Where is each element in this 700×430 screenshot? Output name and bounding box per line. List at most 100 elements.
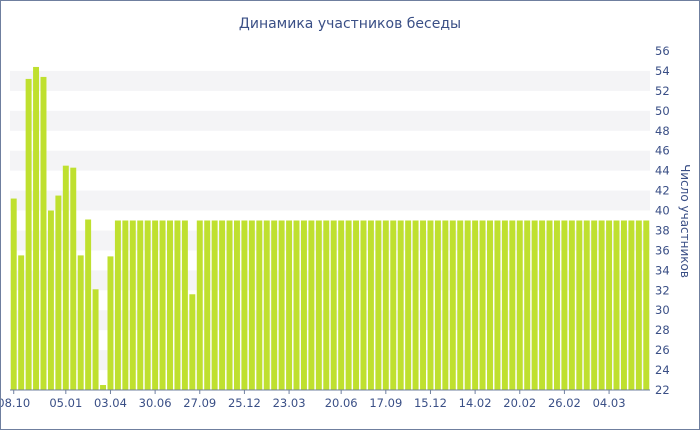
x-tick-label: 25.12 bbox=[228, 396, 261, 410]
bar bbox=[234, 220, 240, 390]
x-tick-label: 15.12 bbox=[414, 396, 447, 410]
bar bbox=[449, 220, 456, 390]
bar bbox=[293, 220, 300, 390]
bar bbox=[516, 220, 523, 390]
bar bbox=[524, 220, 531, 390]
bar bbox=[47, 210, 54, 390]
bar bbox=[576, 220, 583, 390]
y-tick-label: 26 bbox=[655, 343, 670, 357]
bar bbox=[487, 220, 493, 390]
bar bbox=[25, 78, 32, 391]
y-axis: 22 24 26 28 30 32 34 36 38 40 42 44 46 48 50 52 54 56 bbox=[655, 44, 670, 397]
y-tick-label: 48 bbox=[655, 124, 670, 138]
bars-group bbox=[10, 66, 650, 391]
bar bbox=[122, 220, 129, 390]
bar bbox=[494, 220, 501, 390]
bar bbox=[300, 220, 307, 390]
grid-band bbox=[10, 70, 650, 91]
y-tick-label: 28 bbox=[655, 323, 670, 337]
bar bbox=[606, 220, 613, 390]
bar bbox=[434, 220, 441, 390]
bar bbox=[129, 220, 136, 390]
x-tick-label: 05.01 bbox=[49, 396, 82, 410]
grid-band bbox=[10, 110, 650, 131]
y-tick-label: 56 bbox=[655, 44, 670, 58]
bar bbox=[427, 220, 434, 390]
bar bbox=[420, 220, 426, 390]
x-tick-label: 30.06 bbox=[139, 396, 172, 410]
y-tick-label: 52 bbox=[655, 84, 670, 98]
bar bbox=[286, 220, 293, 390]
bar bbox=[501, 220, 508, 390]
grid-band bbox=[10, 190, 650, 211]
x-tick-label: 20.02 bbox=[503, 396, 536, 410]
bar bbox=[241, 220, 248, 390]
bar bbox=[323, 220, 330, 390]
bar bbox=[144, 220, 151, 390]
y-tick-label: 32 bbox=[655, 283, 670, 297]
bar bbox=[546, 220, 553, 390]
x-axis: 08.10 05.01 03.04 30.06 27.09 25.12 23.03 20.06… bbox=[1, 390, 626, 410]
bar bbox=[159, 220, 166, 390]
bar bbox=[167, 220, 173, 390]
x-tick-label: 17.09 bbox=[369, 396, 402, 410]
bar bbox=[152, 220, 159, 390]
bar bbox=[189, 294, 196, 390]
y-tick-label: 50 bbox=[655, 104, 670, 118]
chart-title: Динамика участников беседы bbox=[239, 16, 461, 32]
bar bbox=[360, 220, 367, 390]
bar bbox=[397, 220, 404, 390]
bar bbox=[643, 220, 650, 390]
y-tick-label: 46 bbox=[655, 144, 670, 158]
bar bbox=[598, 220, 605, 390]
x-tick-label: 27.09 bbox=[183, 396, 216, 410]
y-tick-label: 30 bbox=[655, 303, 670, 317]
bar bbox=[226, 220, 233, 390]
bar bbox=[62, 165, 69, 390]
y-tick-label: 38 bbox=[655, 223, 670, 237]
bar bbox=[256, 220, 263, 390]
x-tick-label: 08.10 bbox=[1, 396, 30, 410]
bar bbox=[367, 220, 374, 390]
bar bbox=[77, 255, 84, 390]
bar bbox=[55, 195, 62, 390]
bar bbox=[278, 220, 285, 390]
bar bbox=[405, 220, 412, 390]
bar bbox=[315, 220, 322, 390]
bar bbox=[33, 66, 40, 390]
bar bbox=[620, 220, 627, 390]
bar bbox=[271, 220, 278, 390]
y-tick-label: 36 bbox=[655, 243, 670, 257]
bar bbox=[442, 220, 449, 390]
grid-band bbox=[10, 150, 650, 171]
y-tick-label: 34 bbox=[655, 263, 670, 277]
bar bbox=[390, 220, 397, 390]
bar bbox=[211, 220, 218, 390]
bar bbox=[539, 220, 546, 390]
bar bbox=[219, 220, 226, 390]
y-tick-label: 24 bbox=[655, 363, 670, 377]
y-tick-label: 40 bbox=[655, 204, 670, 218]
x-tick-label: 20.06 bbox=[325, 396, 358, 410]
bar bbox=[628, 220, 635, 390]
bar bbox=[263, 220, 270, 390]
bar bbox=[107, 256, 114, 390]
bar bbox=[204, 220, 211, 390]
bar bbox=[568, 220, 575, 390]
bar bbox=[561, 220, 568, 390]
bar bbox=[308, 220, 315, 390]
y-axis-label: Число участников bbox=[678, 164, 692, 278]
bar bbox=[412, 220, 419, 390]
x-tick-label: 23.03 bbox=[273, 396, 306, 410]
x-tick-label: 04.03 bbox=[593, 396, 626, 410]
bar bbox=[181, 220, 188, 390]
bar bbox=[382, 220, 389, 390]
bar bbox=[472, 220, 479, 390]
bar bbox=[137, 220, 144, 390]
bar bbox=[457, 220, 464, 390]
bar bbox=[345, 220, 352, 390]
bar bbox=[174, 220, 181, 390]
bar bbox=[248, 220, 255, 390]
